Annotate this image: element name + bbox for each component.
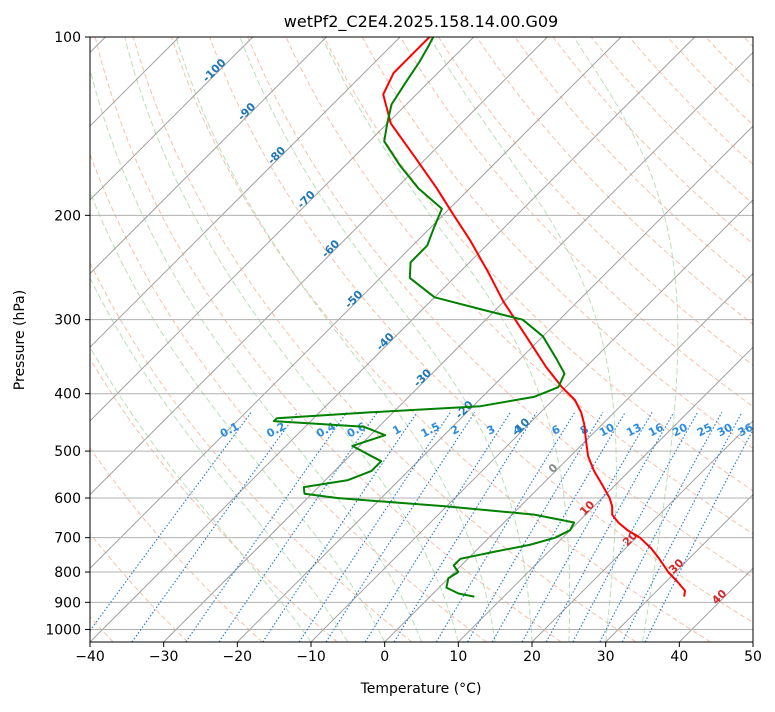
y-tick-label: 400 [54, 387, 81, 403]
y-tick-label: 700 [54, 531, 81, 547]
x-axis-label: Temperature (°C) [360, 681, 482, 697]
y-tick-label: 200 [54, 208, 81, 224]
x-tick-label: −30 [149, 649, 179, 665]
x-tick-label: 40 [670, 649, 688, 665]
x-tick-label: −10 [296, 649, 326, 665]
y-axis-label: Pressure (hPa) [12, 290, 28, 390]
x-tick-label: 30 [597, 649, 615, 665]
y-tick-label: 1000 [45, 622, 81, 638]
x-tick-label: 20 [523, 649, 541, 665]
x-tick-label: −20 [223, 649, 253, 665]
x-tick-label: 10 [449, 649, 467, 665]
chart-title: wetPf2_C2E4.2025.158.14.00.G09 [284, 12, 558, 32]
y-tick-label: 300 [54, 313, 81, 329]
x-tick-label: 0 [380, 649, 389, 665]
x-tick-label: 50 [744, 649, 762, 665]
y-tick-label: 800 [54, 565, 81, 581]
y-tick-label: 500 [54, 444, 81, 460]
x-tick-label: −40 [75, 649, 105, 665]
y-tick-label: 100 [54, 30, 81, 46]
y-tick-label: 600 [54, 491, 81, 507]
y-tick-label: 900 [54, 595, 81, 611]
